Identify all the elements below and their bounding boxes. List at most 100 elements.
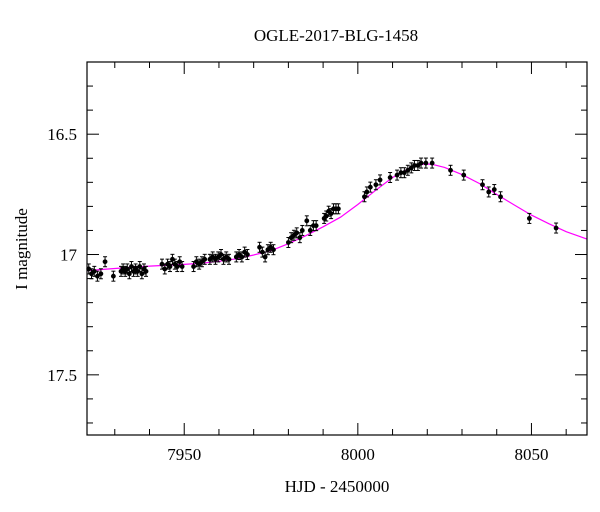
data-point (218, 249, 224, 261)
data-point-marker (418, 160, 424, 166)
data-point-marker (202, 256, 208, 262)
data-point-marker (486, 189, 492, 195)
data-point (179, 261, 185, 273)
data-point-marker (387, 175, 393, 180)
data-point-marker (179, 264, 185, 269)
data-point (491, 184, 497, 196)
data-point (398, 167, 404, 179)
data-point-marker (299, 228, 305, 233)
data-point (367, 181, 373, 193)
data-point (423, 157, 429, 169)
data-point (262, 251, 268, 263)
x-tick-label: 7950 (167, 445, 201, 464)
data-point (265, 244, 271, 256)
data-point (98, 268, 104, 280)
data-point (170, 253, 175, 265)
data-point-marker (177, 259, 183, 265)
data-point-marker (412, 163, 417, 168)
data-point-marker (262, 254, 268, 260)
data-point (362, 191, 367, 203)
data-point-marker (526, 216, 532, 221)
data-point-marker (362, 194, 367, 200)
data-point-marker (102, 259, 108, 265)
data-point (553, 222, 559, 234)
data-point-marker (239, 254, 245, 260)
data-point (191, 261, 196, 273)
data-point-marker (135, 268, 141, 274)
data-point (526, 212, 532, 224)
data-point (245, 249, 250, 261)
data-point-marker (95, 273, 100, 279)
data-point-marker (126, 271, 132, 277)
data-point-marker (285, 240, 291, 245)
data-point-marker (398, 170, 404, 176)
data-point-marker (98, 271, 104, 277)
data-point (480, 179, 485, 191)
data-point-marker (405, 167, 411, 173)
data-point (429, 157, 435, 169)
axis-ticks (87, 61, 587, 435)
data-point (202, 253, 208, 265)
data-point-marker (257, 244, 262, 250)
data-point (387, 172, 393, 184)
data-point (95, 270, 100, 282)
data-point-marker (429, 160, 435, 166)
data-point-marker (423, 160, 429, 166)
data-point-marker (377, 177, 383, 183)
data-point-marker (259, 249, 265, 255)
data-points-layer (86, 157, 559, 282)
data-point (364, 186, 370, 198)
data-point (299, 224, 305, 236)
data-point (143, 265, 149, 277)
data-point (271, 244, 276, 256)
data-point (486, 186, 492, 198)
data-point-marker (124, 266, 130, 272)
data-point (448, 164, 453, 176)
data-point-marker (328, 211, 334, 217)
data-point (313, 220, 319, 232)
data-point (335, 203, 341, 215)
data-point-marker (245, 252, 250, 257)
data-point-marker (553, 225, 559, 231)
data-point-marker (373, 182, 379, 188)
model-curve-layer (86, 163, 588, 272)
data-point-marker (498, 194, 503, 200)
data-point (498, 191, 503, 203)
data-point-marker (313, 223, 319, 229)
data-point (226, 253, 232, 265)
data-point-marker (91, 268, 97, 274)
data-point (394, 169, 400, 181)
data-point (297, 232, 303, 244)
data-point (377, 174, 383, 186)
y-tick-label: 16.5 (47, 125, 77, 144)
data-point (285, 236, 291, 248)
y-tick-label: 17.5 (47, 366, 77, 385)
x-tick-label: 8050 (514, 445, 548, 464)
data-point-marker (364, 189, 370, 195)
data-point-marker (271, 247, 276, 253)
data-point-marker (226, 256, 232, 262)
x-axis-label: HJD - 2450000 (285, 477, 390, 496)
data-point-marker (294, 230, 300, 236)
data-point-marker (162, 266, 168, 272)
data-point (126, 268, 132, 280)
data-point-marker (139, 271, 145, 277)
data-point-marker (170, 256, 175, 262)
data-point-marker (323, 213, 329, 219)
data-point-marker (461, 172, 467, 178)
data-point-marker (401, 170, 407, 176)
data-point-marker (448, 167, 453, 173)
data-point-marker (491, 187, 497, 192)
data-point-marker (110, 273, 116, 279)
data-point-marker (307, 228, 313, 233)
data-point (304, 215, 310, 227)
y-tick-label: 17 (60, 246, 78, 265)
x-tick-label: 8000 (341, 445, 375, 464)
data-point (137, 261, 143, 273)
data-point-marker (191, 264, 196, 269)
data-point (401, 167, 407, 179)
data-point-marker (335, 206, 341, 212)
data-point (405, 164, 411, 176)
y-axis-label: I magnitude (12, 208, 31, 290)
data-point (418, 157, 424, 169)
